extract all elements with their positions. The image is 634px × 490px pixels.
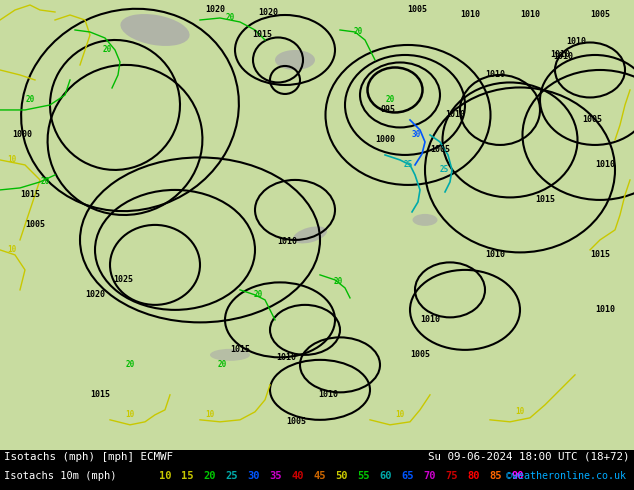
Text: 20: 20 (102, 46, 112, 54)
Text: 1010: 1010 (520, 10, 540, 20)
Text: 1010: 1010 (277, 237, 297, 246)
Text: 1015: 1015 (20, 191, 40, 199)
Text: 1005: 1005 (407, 5, 427, 15)
Text: 1010: 1010 (485, 250, 505, 259)
Text: 10: 10 (126, 410, 134, 419)
Text: 1005: 1005 (286, 417, 306, 426)
Text: 1010: 1010 (445, 110, 465, 120)
Text: 1010: 1010 (550, 50, 570, 59)
Text: 1010: 1010 (595, 305, 615, 315)
Text: 50: 50 (335, 471, 347, 481)
Text: 75: 75 (445, 471, 458, 481)
Ellipse shape (293, 226, 327, 244)
Text: 1010: 1010 (318, 391, 338, 399)
Text: 10: 10 (205, 410, 215, 419)
Text: 1020: 1020 (85, 291, 105, 299)
Text: 1010: 1010 (276, 353, 296, 363)
Text: 1025: 1025 (113, 275, 133, 284)
Text: 65: 65 (401, 471, 413, 481)
Text: 1015: 1015 (90, 391, 110, 399)
Text: 35: 35 (269, 471, 281, 481)
Text: 1000: 1000 (375, 135, 395, 145)
Text: 1020: 1020 (205, 5, 225, 15)
Ellipse shape (413, 214, 437, 226)
Text: 20: 20 (254, 291, 262, 299)
Text: 10: 10 (159, 471, 172, 481)
Text: 1010: 1010 (553, 52, 573, 61)
Text: 25: 25 (403, 160, 413, 170)
Text: 995: 995 (380, 105, 396, 115)
Text: Isotachs 10m (mph): Isotachs 10m (mph) (4, 471, 117, 481)
Text: 20: 20 (353, 27, 363, 36)
Text: ©weatheronline.co.uk: ©weatheronline.co.uk (506, 471, 626, 481)
Text: 45: 45 (313, 471, 325, 481)
Text: 1010: 1010 (420, 316, 440, 324)
Text: 1015: 1015 (535, 196, 555, 204)
Text: 25: 25 (225, 471, 238, 481)
Text: 20: 20 (333, 277, 342, 286)
Ellipse shape (210, 349, 250, 361)
Text: 60: 60 (379, 471, 392, 481)
Text: 20: 20 (217, 360, 226, 369)
Text: 25: 25 (439, 166, 449, 174)
Ellipse shape (120, 14, 190, 46)
Text: 40: 40 (291, 471, 304, 481)
Text: 1005: 1005 (410, 350, 430, 359)
Text: 1010: 1010 (595, 160, 615, 170)
Text: 15: 15 (181, 471, 193, 481)
Text: 1020: 1020 (258, 8, 278, 18)
Text: 85: 85 (489, 471, 501, 481)
Text: 1005: 1005 (582, 116, 602, 124)
Text: 10: 10 (8, 245, 16, 254)
Text: 80: 80 (467, 471, 479, 481)
Text: 1010: 1010 (460, 10, 480, 20)
Text: Isotachs (mph) [mph] ECMWF: Isotachs (mph) [mph] ECMWF (4, 452, 173, 462)
Ellipse shape (275, 50, 315, 70)
Text: 1010: 1010 (485, 71, 505, 79)
Text: Su 09-06-2024 18:00 UTC (18+72): Su 09-06-2024 18:00 UTC (18+72) (429, 452, 630, 462)
Text: 1015: 1015 (252, 30, 272, 40)
Text: 1010: 1010 (566, 37, 586, 47)
Text: 10: 10 (8, 155, 16, 165)
Text: 10: 10 (515, 407, 524, 416)
Text: 1005: 1005 (430, 146, 450, 154)
Text: 1015: 1015 (590, 250, 610, 259)
Text: 10: 10 (396, 410, 404, 419)
Text: 1005: 1005 (590, 10, 610, 20)
Text: 70: 70 (423, 471, 436, 481)
Text: 30: 30 (411, 130, 420, 140)
Text: 90: 90 (511, 471, 524, 481)
Text: 20: 20 (41, 177, 49, 186)
Text: 30: 30 (247, 471, 259, 481)
Text: 20: 20 (385, 96, 394, 104)
Text: 20: 20 (126, 360, 134, 369)
Text: 1015: 1015 (230, 345, 250, 354)
Text: 1000: 1000 (12, 130, 32, 140)
Text: 1005: 1005 (25, 220, 45, 229)
Text: 55: 55 (357, 471, 370, 481)
Text: 20: 20 (203, 471, 216, 481)
Text: 20: 20 (225, 14, 235, 23)
Text: 20: 20 (25, 96, 35, 104)
